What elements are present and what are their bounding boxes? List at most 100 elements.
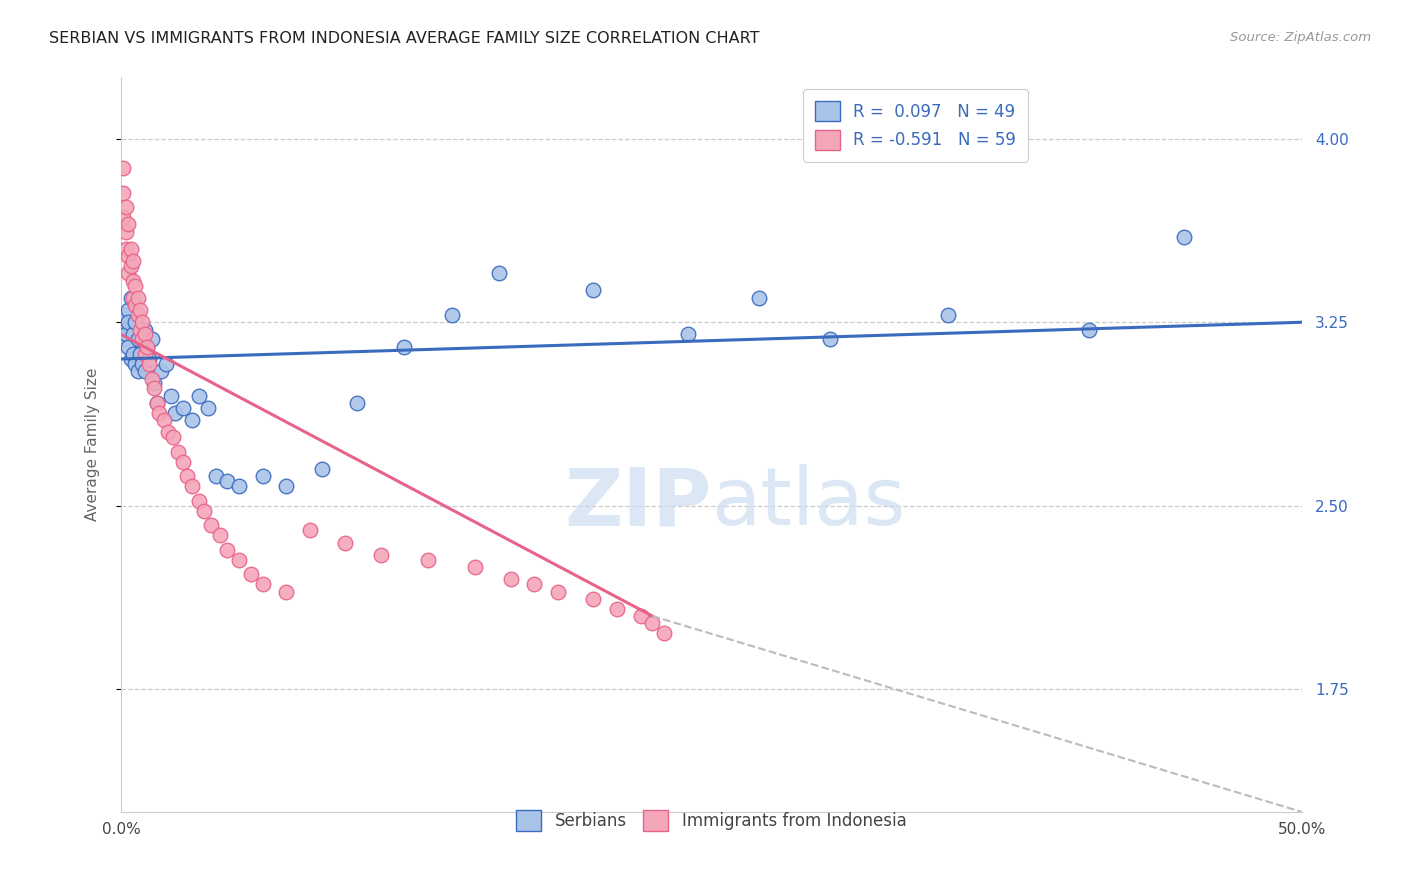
Point — [630, 609, 652, 624]
Point — [134, 347, 156, 361]
Point — [145, 396, 167, 410]
Point — [346, 396, 368, 410]
Point — [122, 327, 145, 342]
Point — [122, 274, 145, 288]
Point — [176, 469, 198, 483]
Point — [124, 357, 146, 371]
Point — [124, 298, 146, 312]
Point — [131, 357, 153, 371]
Point — [193, 504, 215, 518]
Point — [152, 413, 174, 427]
Point — [136, 340, 159, 354]
Point — [122, 254, 145, 268]
Point — [115, 242, 138, 256]
Text: ZIP: ZIP — [564, 465, 711, 542]
Point — [818, 332, 841, 346]
Point — [209, 528, 232, 542]
Y-axis label: Average Family Size: Average Family Size — [86, 368, 100, 521]
Point — [124, 315, 146, 329]
Point — [676, 327, 699, 342]
Point — [120, 351, 142, 366]
Point — [311, 462, 333, 476]
Point — [166, 445, 188, 459]
Text: SERBIAN VS IMMIGRANTS FROM INDONESIA AVERAGE FAMILY SIZE CORRELATION CHART: SERBIAN VS IMMIGRANTS FROM INDONESIA AVE… — [49, 31, 759, 46]
Point — [652, 626, 675, 640]
Point — [464, 560, 486, 574]
Point — [155, 357, 177, 371]
Point — [1078, 323, 1101, 337]
Point — [115, 327, 138, 342]
Point — [181, 479, 204, 493]
Point — [127, 364, 149, 378]
Point — [936, 308, 959, 322]
Point — [112, 332, 135, 346]
Point — [547, 584, 569, 599]
Point — [188, 494, 211, 508]
Point — [120, 291, 142, 305]
Point — [157, 425, 180, 440]
Point — [143, 381, 166, 395]
Point — [117, 266, 139, 280]
Point — [488, 266, 510, 280]
Point — [582, 591, 605, 606]
Point — [162, 430, 184, 444]
Point — [394, 340, 416, 354]
Point — [188, 389, 211, 403]
Point — [138, 357, 160, 371]
Point — [112, 323, 135, 337]
Point — [370, 548, 392, 562]
Point — [165, 406, 187, 420]
Point — [115, 225, 138, 239]
Text: atlas: atlas — [711, 465, 905, 542]
Point — [127, 308, 149, 322]
Point — [159, 389, 181, 403]
Legend: Serbians, Immigrants from Indonesia: Serbians, Immigrants from Indonesia — [503, 797, 920, 844]
Point — [252, 577, 274, 591]
Point — [148, 406, 170, 420]
Point — [1173, 229, 1195, 244]
Point — [143, 376, 166, 391]
Point — [117, 340, 139, 354]
Point — [115, 200, 138, 214]
Point — [606, 601, 628, 615]
Point — [276, 479, 298, 493]
Point — [117, 249, 139, 263]
Point — [115, 308, 138, 322]
Point — [127, 291, 149, 305]
Point — [499, 572, 522, 586]
Point — [122, 291, 145, 305]
Point — [172, 401, 194, 415]
Point — [582, 284, 605, 298]
Point — [228, 479, 250, 493]
Point — [299, 524, 322, 538]
Point — [141, 332, 163, 346]
Point — [127, 332, 149, 346]
Point — [120, 242, 142, 256]
Point — [416, 552, 439, 566]
Point — [117, 217, 139, 231]
Point — [129, 303, 152, 318]
Point — [228, 552, 250, 566]
Point — [641, 616, 664, 631]
Point — [172, 455, 194, 469]
Point — [112, 186, 135, 200]
Point — [150, 364, 173, 378]
Point — [217, 543, 239, 558]
Point — [217, 475, 239, 489]
Point — [138, 351, 160, 366]
Point — [112, 161, 135, 175]
Point — [124, 278, 146, 293]
Point — [134, 327, 156, 342]
Point — [335, 535, 357, 549]
Point — [131, 315, 153, 329]
Point — [131, 332, 153, 346]
Point — [276, 584, 298, 599]
Point — [122, 347, 145, 361]
Point — [134, 323, 156, 337]
Point — [134, 364, 156, 378]
Point — [145, 396, 167, 410]
Point — [200, 518, 222, 533]
Point — [136, 340, 159, 354]
Point — [129, 347, 152, 361]
Text: Source: ZipAtlas.com: Source: ZipAtlas.com — [1230, 31, 1371, 45]
